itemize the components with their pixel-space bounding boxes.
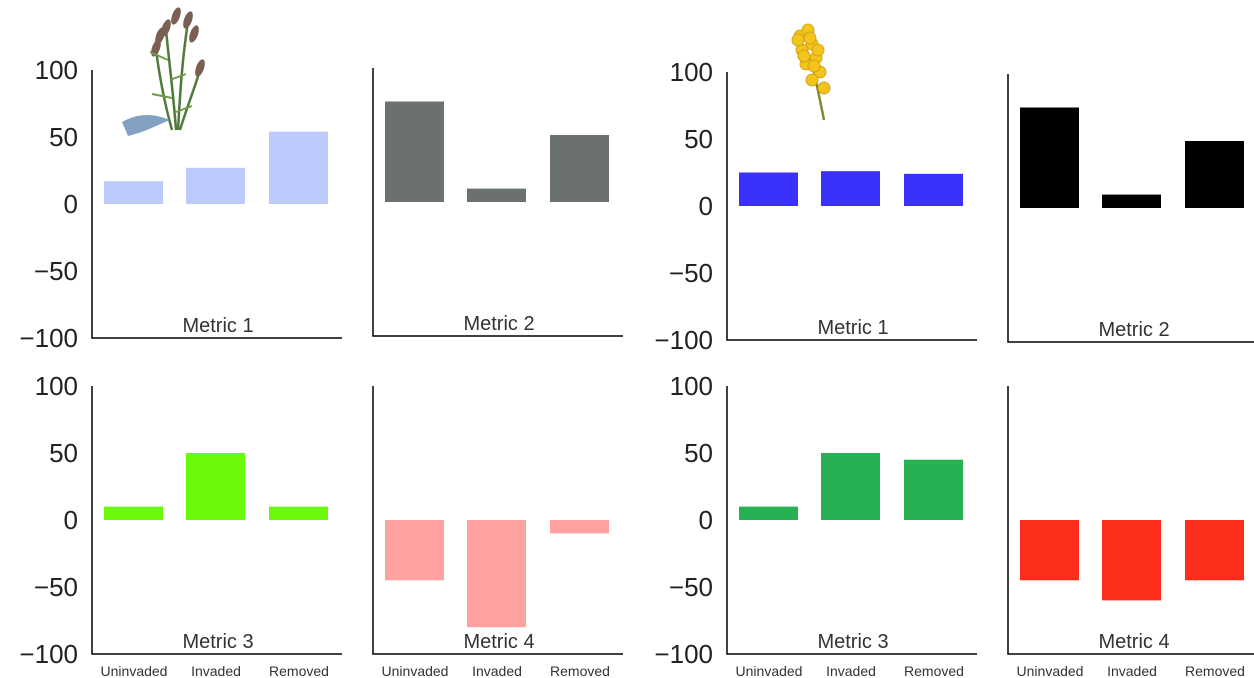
x-category-label: Uninvaded bbox=[101, 663, 168, 678]
x-category-label: Uninvaded bbox=[1017, 663, 1084, 678]
bar-removed bbox=[904, 459, 963, 520]
y-tick-label: −50 bbox=[669, 258, 713, 288]
y-tick-label: 0 bbox=[64, 505, 78, 535]
bar-invaded bbox=[467, 188, 526, 202]
bar-removed bbox=[269, 506, 328, 520]
panel-left-3: 100 50 0 −50 −100 Metric 3 Uninvaded Invaded Rem… bbox=[19, 371, 342, 678]
y-tick-label: 0 bbox=[699, 505, 713, 535]
bar-invaded bbox=[821, 171, 880, 206]
bar-invaded bbox=[467, 520, 526, 628]
panel-axes bbox=[1007, 74, 1254, 343]
y-tick-label: 50 bbox=[684, 124, 713, 154]
panel-label: Metric 2 bbox=[1098, 319, 1169, 341]
y-tick-label: 100 bbox=[35, 371, 78, 401]
bar-invaded bbox=[821, 453, 880, 520]
panel-axes bbox=[726, 72, 977, 341]
x-category-label: Removed bbox=[550, 663, 610, 678]
bar-uninvaded bbox=[739, 172, 798, 206]
y-tick-label: 100 bbox=[35, 55, 78, 85]
grass-plant-icon bbox=[122, 7, 205, 136]
panel-right-4: Metric 4 Uninvaded Invaded Removed bbox=[1007, 386, 1254, 678]
bar-removed bbox=[1185, 141, 1244, 208]
bar-uninvaded bbox=[385, 101, 444, 202]
panel-left-1: 100 50 0 −50 −100 Metric 1 bbox=[19, 7, 342, 353]
panel-label: Metric 3 bbox=[182, 631, 253, 653]
y-tick-label: −100 bbox=[19, 639, 78, 669]
x-category-label: Uninvaded bbox=[736, 663, 803, 678]
x-category-label: Removed bbox=[904, 663, 964, 678]
panel-label: Metric 1 bbox=[817, 317, 888, 339]
y-tick-label: −50 bbox=[669, 572, 713, 602]
y-tick-label: −50 bbox=[34, 256, 78, 286]
panel-axes bbox=[372, 386, 623, 655]
panels: 100 50 0 −50 −100 Metric 1 Metric 2 100 50 0 −50 −1… bbox=[19, 7, 1254, 678]
bar-invaded bbox=[1102, 194, 1161, 208]
bar-removed bbox=[1185, 520, 1244, 581]
y-tick-label: 100 bbox=[670, 371, 713, 401]
y-tick-label: 100 bbox=[670, 57, 713, 87]
y-tick-label: −50 bbox=[34, 572, 78, 602]
y-tick-label: −100 bbox=[19, 323, 78, 353]
x-category-label: Removed bbox=[269, 663, 329, 678]
y-tick-label: −100 bbox=[654, 639, 713, 669]
bar-removed bbox=[904, 173, 963, 206]
panel-label: Metric 4 bbox=[463, 631, 534, 653]
x-category-label: Invaded bbox=[1107, 663, 1157, 678]
panel-label: Metric 3 bbox=[817, 631, 888, 653]
panel-label: Metric 1 bbox=[182, 315, 253, 337]
bar-uninvaded bbox=[1020, 107, 1079, 208]
panel-axes bbox=[91, 386, 342, 655]
panel-label: Metric 2 bbox=[463, 313, 534, 335]
y-tick-label: 50 bbox=[49, 122, 78, 152]
bar-invaded bbox=[186, 453, 245, 520]
panel-axes bbox=[726, 386, 977, 655]
bar-removed bbox=[550, 135, 609, 202]
bar-uninvaded bbox=[104, 181, 163, 204]
panel-right-1: 100 50 0 −50 −100 Metric 1 bbox=[654, 23, 977, 355]
panel-axes bbox=[1007, 386, 1254, 655]
y-tick-label: −100 bbox=[654, 325, 713, 355]
x-category-label: Removed bbox=[1185, 663, 1245, 678]
bar-invaded bbox=[1102, 520, 1161, 601]
yellow-flower-icon bbox=[791, 23, 831, 121]
panel-axes bbox=[91, 70, 342, 339]
panel-right-3: 100 50 0 −50 −100 Metric 3 Uninvaded Invaded Rem… bbox=[654, 371, 977, 678]
x-category-label: Invaded bbox=[472, 663, 522, 678]
bar-removed bbox=[550, 520, 609, 534]
bar-uninvaded bbox=[385, 520, 444, 581]
panel-right-2: Metric 2 bbox=[1007, 74, 1254, 343]
x-category-label: Uninvaded bbox=[382, 663, 449, 678]
y-tick-label: 0 bbox=[699, 191, 713, 221]
bar-uninvaded bbox=[1020, 520, 1079, 581]
y-tick-label: 50 bbox=[684, 438, 713, 468]
y-tick-label: 0 bbox=[64, 189, 78, 219]
panel-axes bbox=[372, 68, 623, 337]
bar-uninvaded bbox=[739, 506, 798, 520]
bar-uninvaded bbox=[104, 506, 163, 520]
panel-label: Metric 4 bbox=[1098, 631, 1169, 653]
x-category-label: Invaded bbox=[191, 663, 241, 678]
panel-left-2: Metric 2 bbox=[372, 68, 623, 337]
bar-removed bbox=[269, 131, 328, 204]
x-category-label: Invaded bbox=[826, 663, 876, 678]
y-tick-label: 50 bbox=[49, 438, 78, 468]
panel-left-4: Metric 4 Uninvaded Invaded Removed bbox=[372, 386, 623, 678]
bar-invaded bbox=[186, 167, 245, 204]
